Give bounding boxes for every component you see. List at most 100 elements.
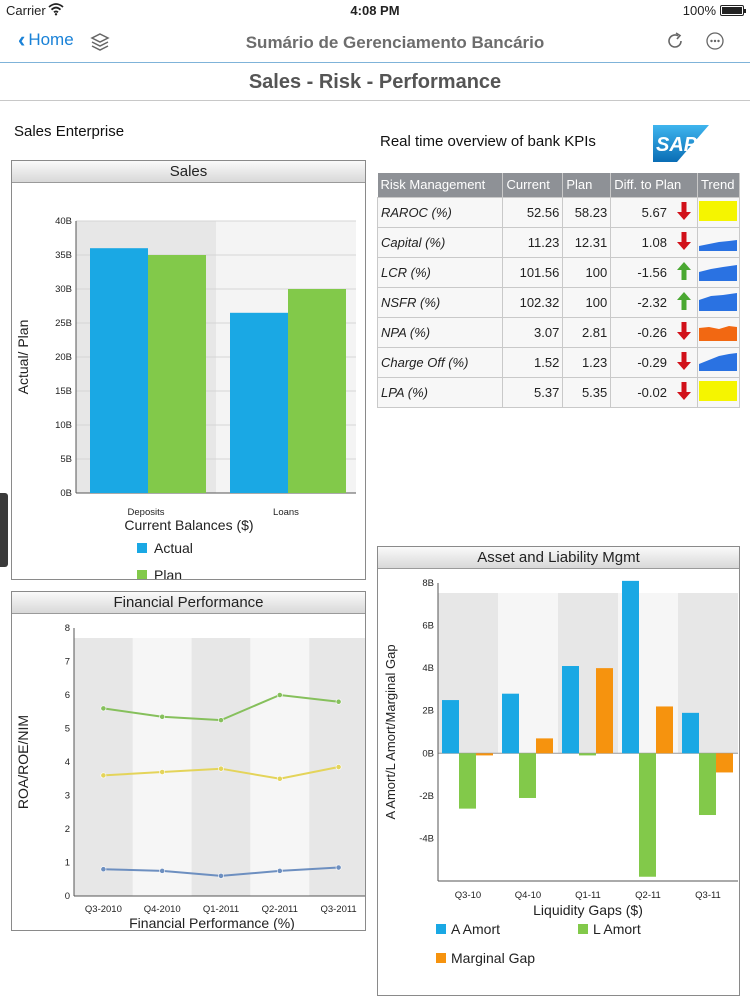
trend-sparkline (698, 292, 737, 311)
kpi-row[interactable]: RAROC (%) 52.56 58.23 5.67 (376, 196, 741, 228)
kpi-trend (696, 196, 741, 228)
kpi-section-label: Real time overview of bank KPIs (380, 133, 596, 150)
trend-area (698, 292, 737, 311)
kpi-plan-text: 2.81 (581, 324, 608, 340)
y-tick-label: 20B (55, 352, 72, 363)
alm-chart: -4B -2B 0B 2B 4B 6B 8B Q3-10 Q4-10 Q1-11 Q2-11 Q3-1… (383, 578, 738, 966)
kpi-row[interactable]: LCR (%) 101.56 100 -1.56 (376, 256, 741, 288)
kpi-row[interactable]: NPA (%) 3.07 2.81 -0.26 (376, 316, 741, 348)
kpi-diff-text: -1.56 (637, 264, 667, 280)
y-tick-label: 35B (55, 250, 72, 261)
y-tick-label: 2B (422, 706, 434, 717)
bar-marginal-gap (596, 668, 613, 754)
financial-panel-title: Financial Performance (12, 592, 365, 614)
x-tick-label: Loans (273, 507, 299, 518)
refresh-icon[interactable] (665, 31, 685, 51)
bar-actual (230, 312, 288, 493)
y-axis-title: A Amort/L Amort/Marginal Gap (383, 644, 398, 819)
kpi-row[interactable]: Capital (%) 11.23 12.31 1.08 (376, 226, 741, 258)
trend-sparkline (698, 200, 737, 221)
legend-swatch (578, 924, 588, 934)
legend-swatch (137, 570, 147, 580)
x-tick-label: Q4-2010 (144, 904, 181, 915)
trend-fill (698, 380, 737, 401)
kpi-table: Risk Management Current Plan Diff. to Pl… (376, 173, 741, 408)
kpi-diff-text: 1.08 (641, 234, 667, 250)
trend-sparkline (698, 352, 737, 371)
bar-a-amort (502, 693, 519, 754)
kpi-name-text: LCR (%) (381, 264, 431, 280)
kpi-name-text: NPA (%) (381, 324, 431, 340)
clock: 4:08 PM (350, 3, 400, 18)
x-axis-title: Current Balances ($) (124, 517, 253, 533)
y-tick-label: 6B (422, 621, 434, 632)
bar-l-amort (459, 753, 476, 809)
kpi-plan: 5.35 (562, 376, 612, 408)
trend-area (698, 352, 737, 371)
arrow-down-icon (676, 231, 691, 250)
home-back-label: Home (28, 30, 74, 49)
kpi-current-text: 1.52 (534, 354, 560, 370)
kpi-current: 11.23 (502, 226, 564, 258)
kpi-plan-text: 1.23 (581, 354, 608, 370)
y-tick-label: 0B (422, 748, 434, 759)
bar-l-amort (699, 753, 716, 816)
kpi-plan-text: 100 (585, 294, 608, 310)
y-tick-label: 6 (65, 690, 70, 701)
bar-l-amort (519, 753, 536, 798)
point-nim (276, 775, 283, 782)
sales-panel: Sales 0B 5B 10B 15B 20B 25B 30B 35B 40B Deposits L… (11, 160, 366, 583)
legend-swatch (436, 924, 446, 934)
bar-l-amort (639, 753, 656, 877)
legend-label: Plan (154, 567, 182, 579)
kpi-table-header: Risk Management Current Plan Diff. to Pl… (377, 173, 741, 197)
legend-label: Actual (154, 540, 193, 556)
col-header-plan: Plan (562, 173, 612, 197)
bar-marginal-gap (536, 738, 553, 754)
home-back-button[interactable]: ‹ Home (18, 29, 74, 51)
layers-icon[interactable] (90, 32, 110, 52)
kpi-row[interactable]: Charge Off (%) 1.52 1.23 -0.29 (376, 346, 741, 378)
kpi-diff: -2.32 (610, 286, 698, 318)
bar-marginal-gap (716, 753, 733, 773)
x-tick-label: Q3-11 (695, 890, 721, 901)
plot-band (132, 638, 192, 896)
arrow-down-icon (676, 321, 691, 340)
kpi-row[interactable]: LPA (%) 5.37 5.35 -0.02 (376, 376, 741, 408)
more-options-icon[interactable] (705, 31, 725, 51)
kpi-name: RAROC (%) (376, 196, 504, 228)
sap-logo: SAP (653, 125, 709, 162)
col-header-current: Current (502, 173, 564, 197)
kpi-current-text: 52.56 (526, 204, 560, 220)
kpi-trend (696, 226, 741, 258)
kpi-name-text: Capital (%) (381, 234, 446, 250)
kpi-current: 1.52 (502, 346, 564, 378)
point-nim (100, 772, 107, 779)
wifi-icon (48, 3, 64, 16)
bar-a-amort (562, 666, 579, 754)
y-tick-label: 8 (65, 623, 70, 634)
kpi-plan-text: 12.31 (574, 234, 608, 250)
bar-plan (148, 255, 206, 493)
bar-a-amort (622, 580, 639, 754)
trend-area (698, 264, 737, 281)
bar-marginal-gap (476, 753, 493, 756)
financial-panel: Financial Performance 0 1 2 3 4 5 6 7 8 Q3-2010 Q4… (11, 591, 368, 931)
nav-bar: ‹ Home Sumário de Gerenciamento Bancário (0, 22, 750, 63)
kpi-name: Charge Off (%) (376, 346, 504, 378)
x-tick-label: Q3-10 (455, 890, 481, 901)
bar-l-amort (579, 753, 596, 756)
point-roe (218, 717, 224, 724)
point-nim (335, 764, 342, 770)
point-roa (159, 867, 166, 874)
side-handle[interactable] (0, 493, 8, 567)
legend-swatch (137, 543, 147, 553)
kpi-row[interactable]: NSFR (%) 102.32 100 -2.32 (376, 286, 741, 318)
trend-sparkline (698, 239, 737, 251)
kpi-plan: 58.23 (562, 196, 612, 228)
arrow-down-icon (676, 381, 691, 400)
kpi-name: Capital (%) (376, 226, 504, 258)
trend-sparkline (698, 380, 737, 401)
y-tick-label: 5 (65, 724, 70, 735)
y-tick-label: 7 (65, 657, 70, 668)
